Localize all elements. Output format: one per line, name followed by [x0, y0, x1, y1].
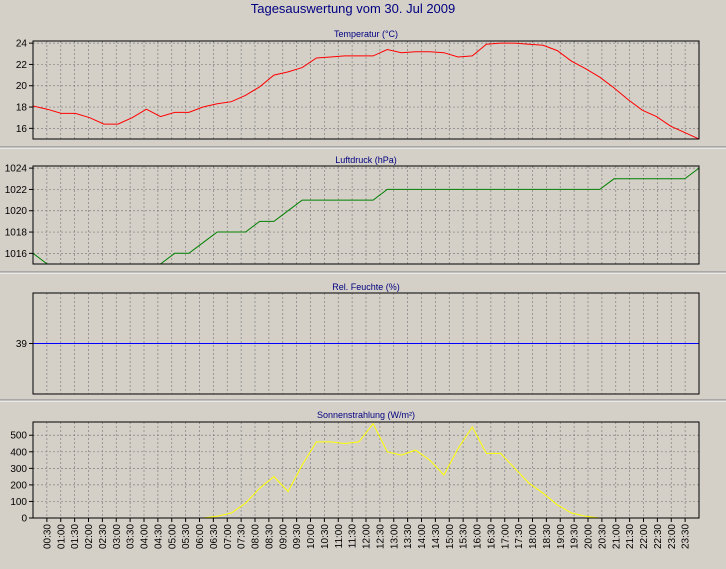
- y-tick-label: 39: [16, 339, 28, 350]
- y-tick-label: 400: [10, 447, 27, 458]
- y-tick-label: 1016: [5, 249, 28, 260]
- chart-title: Sonnenstrahlung (W/m²): [317, 410, 415, 420]
- chart-title: Rel. Feuchte (%): [332, 282, 400, 292]
- y-tick-label: 1020: [5, 206, 28, 217]
- x-tick-label: 06:30: [209, 524, 220, 549]
- chart-panel-2: Rel. Feuchte (%) 39: [0, 282, 726, 402]
- plot-frame: [32, 292, 700, 395]
- y-tick-label: 1024: [5, 164, 28, 175]
- x-tick-label: 00:30: [42, 524, 53, 549]
- series-line-0: [33, 42, 699, 139]
- y-tick-label: 18: [16, 103, 28, 114]
- chart-title: Temperatur (°C): [334, 29, 398, 39]
- x-tick-label: 22:00: [639, 524, 650, 549]
- time-axis: 00:30 01:00 01:30 02:00 02:30 03:00 03:30 04:00…: [42, 518, 692, 549]
- x-tick-label: 11:30: [348, 524, 359, 549]
- x-tick-label: 19:30: [570, 524, 581, 549]
- y-tick-label: 300: [10, 464, 27, 475]
- x-tick-label: 13:00: [389, 524, 400, 549]
- x-tick-label: 12:00: [362, 524, 373, 549]
- x-tick-label: 21:30: [625, 524, 636, 549]
- x-tick-label: 05:00: [167, 524, 178, 549]
- x-tick-label: 12:30: [375, 524, 386, 549]
- x-tick-label: 14:30: [431, 524, 442, 549]
- y-tick-label: 100: [10, 497, 27, 508]
- x-tick-label: 10:30: [320, 524, 331, 549]
- x-tick-label: 09:00: [278, 524, 289, 549]
- y-tick-label: 22: [16, 60, 28, 71]
- x-tick-label: 21:00: [611, 524, 622, 549]
- x-tick-label: 03:30: [126, 524, 137, 549]
- x-tick-label: 06:00: [195, 524, 206, 549]
- y-tick-label: 24: [16, 39, 28, 50]
- series-line-0: [33, 167, 699, 264]
- y-tick-label: 500: [10, 431, 27, 442]
- x-tick-label: 23:00: [667, 524, 678, 549]
- plot-frame: [32, 40, 700, 140]
- page-title: Tagesauswertung vom 30. Jul 2009: [251, 1, 456, 16]
- x-tick-label: 02:00: [84, 524, 95, 549]
- x-tick-label: 04:30: [153, 524, 164, 549]
- x-tick-label: 05:30: [181, 524, 192, 549]
- x-tick-label: 18:30: [542, 524, 553, 549]
- chart-panel-1: Luftdruck (hPa) 1016 1018 1020 1022 1024: [0, 155, 726, 274]
- x-tick-label: 19:00: [556, 524, 567, 549]
- plot-frame: [32, 165, 700, 265]
- chart-panel-0: Temperatur (°C) 16 18 20 22 24: [0, 29, 726, 149]
- chart-panel-3: Sonnenstrahlung (W/m²) 0 100 200 300 400 500: [10, 410, 700, 525]
- x-tick-label: 22:30: [653, 524, 664, 549]
- x-tick-label: 15:30: [459, 524, 470, 549]
- x-tick-label: 13:30: [403, 524, 414, 549]
- x-tick-label: 07:00: [223, 524, 234, 549]
- x-tick-label: 16:00: [473, 524, 484, 549]
- x-tick-label: 11:00: [334, 524, 345, 549]
- x-tick-label: 07:30: [237, 524, 248, 549]
- y-tick-label: 200: [10, 480, 27, 491]
- x-tick-label: 03:00: [112, 524, 123, 549]
- x-tick-label: 01:00: [56, 524, 67, 549]
- y-tick-label: 20: [16, 81, 28, 92]
- x-tick-label: 17:00: [500, 524, 511, 549]
- x-tick-label: 08:30: [264, 524, 275, 549]
- y-tick-label: 1018: [5, 228, 28, 239]
- x-tick-label: 04:00: [140, 524, 151, 549]
- y-tick-label: 16: [16, 124, 28, 135]
- y-tick-label: 0: [21, 514, 27, 525]
- x-tick-label: 14:00: [417, 524, 428, 549]
- x-tick-label: 09:30: [292, 524, 303, 549]
- x-tick-label: 16:30: [486, 524, 497, 549]
- x-tick-label: 01:30: [70, 524, 81, 549]
- y-tick-label: 1022: [5, 185, 28, 196]
- x-tick-label: 18:00: [528, 524, 539, 549]
- chart-title: Luftdruck (hPa): [335, 155, 397, 165]
- x-tick-label: 08:00: [251, 524, 262, 549]
- x-tick-label: 20:00: [584, 524, 595, 549]
- series-line-0: [33, 422, 699, 518]
- x-tick-label: 15:00: [445, 524, 456, 549]
- x-tick-label: 10:00: [306, 524, 317, 549]
- x-tick-label: 17:30: [514, 524, 525, 549]
- x-tick-label: 23:30: [681, 524, 692, 549]
- chart-panels: Temperatur (°C) 16 18 20 22 24 Luftdruck (hPa)…: [0, 29, 726, 525]
- x-tick-label: 20:30: [597, 524, 608, 549]
- x-tick-label: 02:30: [98, 524, 109, 549]
